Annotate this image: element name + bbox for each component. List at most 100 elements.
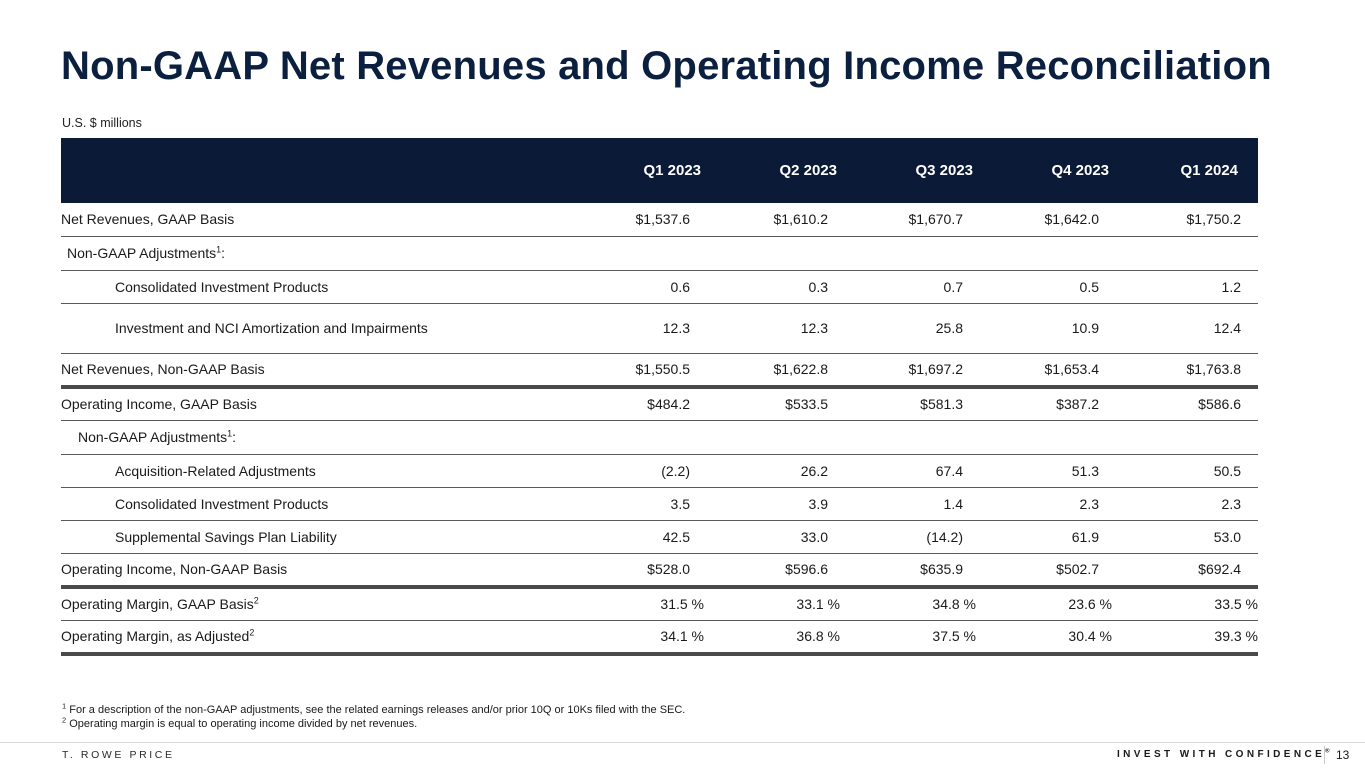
table-header-row: Q1 2023 Q2 2023 Q3 2023 Q4 2023 Q1 2024 xyxy=(61,138,1258,203)
page-title: Non-GAAP Net Revenues and Operating Inco… xyxy=(61,44,1272,88)
cell-value: 51.3 xyxy=(976,454,1112,488)
cell-value: $1,622.8 xyxy=(704,353,840,389)
cell-value: $581.3 xyxy=(840,387,976,421)
cell-value: 0.5 xyxy=(976,270,1112,304)
row-label-text: Operating Margin, as Adjusted xyxy=(61,628,250,645)
row-label: Investment and NCI Amortization and Impa… xyxy=(61,303,567,354)
cell-value: 33.5 % xyxy=(1112,587,1258,621)
cell-value: 12.4 xyxy=(1112,303,1258,354)
reconciliation-table: Q1 2023 Q2 2023 Q3 2023 Q4 2023 Q1 2024 … xyxy=(61,138,1258,656)
page-number-divider xyxy=(1324,746,1325,764)
table-row: Non-GAAP Adjustments1: xyxy=(61,236,1258,271)
brand-logo-text: T. ROWE PRICE xyxy=(62,749,175,761)
cell-value: 50.5 xyxy=(1112,454,1258,488)
cell-value: 31.5 % xyxy=(567,587,704,621)
cell-value: 33.1 % xyxy=(704,587,840,621)
footnote-ref: 1 xyxy=(216,244,222,255)
cell-value xyxy=(567,420,704,455)
row-label: Supplemental Savings Plan Liability xyxy=(61,520,567,554)
table-row: Consolidated Investment Products 3.5 3.9… xyxy=(61,487,1258,521)
row-label-suffix: : xyxy=(232,429,237,445)
column-header: Q1 2024 xyxy=(1180,162,1238,179)
cell-value: 0.6 xyxy=(567,270,704,304)
cell-value xyxy=(1112,236,1258,271)
cell-value: 1.4 xyxy=(840,487,976,521)
cell-value: 36.8 % xyxy=(704,620,840,656)
column-header: Q4 2023 xyxy=(1051,162,1109,179)
footnote-text: For a description of the non-GAAP adjust… xyxy=(69,704,686,716)
table-row: Consolidated Investment Products 0.6 0.3… xyxy=(61,270,1258,304)
cell-value: $1,670.7 xyxy=(840,203,976,237)
cell-value: 37.5 % xyxy=(840,620,976,656)
tagline-text: INVEST WITH CONFIDENCE xyxy=(1117,749,1326,760)
cell-value: 3.5 xyxy=(567,487,704,521)
cell-value: $1,550.5 xyxy=(567,353,704,389)
table-row: Non-GAAP Adjustments1: xyxy=(61,420,1258,455)
row-label: Consolidated Investment Products xyxy=(61,487,567,521)
row-label: Acquisition-Related Adjustments xyxy=(61,454,567,488)
units-label: U.S. $ millions xyxy=(62,116,142,130)
footnote-ref: 1 xyxy=(227,428,233,439)
footnote: 2 Operating margin is equal to operating… xyxy=(62,715,685,731)
footnote-ref: 2 xyxy=(249,627,255,638)
cell-value: 34.8 % xyxy=(840,587,976,621)
cell-value: $586.6 xyxy=(1112,387,1258,421)
row-label-suffix: : xyxy=(221,245,226,261)
row-label: Net Revenues, Non-GAAP Basis xyxy=(61,353,567,389)
cell-value: $596.6 xyxy=(704,553,840,589)
row-label: Operating Income, GAAP Basis xyxy=(61,387,567,421)
table-row: Supplemental Savings Plan Liability 42.5… xyxy=(61,520,1258,554)
cell-value: $502.7 xyxy=(976,553,1112,589)
cell-value: 23.6 % xyxy=(976,587,1112,621)
cell-value xyxy=(1112,420,1258,455)
cell-value: $635.9 xyxy=(840,553,976,589)
cell-value xyxy=(976,420,1112,455)
cell-value: $484.2 xyxy=(567,387,704,421)
row-label-text: Operating Margin, GAAP Basis xyxy=(61,596,254,613)
footer-divider-line xyxy=(0,742,1365,743)
cell-value: 12.3 xyxy=(704,303,840,354)
cell-value: $1,697.2 xyxy=(840,353,976,389)
row-label: Non-GAAP Adjustments1: xyxy=(61,420,567,455)
table-row: Investment and NCI Amortization and Impa… xyxy=(61,303,1258,354)
tagline: INVEST WITH CONFIDENCE® xyxy=(1117,749,1330,760)
footnote-number: 2 xyxy=(62,715,67,725)
cell-value: $1,750.2 xyxy=(1112,203,1258,237)
cell-value: 2.3 xyxy=(976,487,1112,521)
cell-value: 42.5 xyxy=(567,520,704,554)
column-header: Q2 2023 xyxy=(779,162,837,179)
table-row: Net Revenues, Non-GAAP Basis $1,550.5 $1… xyxy=(61,353,1258,389)
table-row: Operating Margin, GAAP Basis2 31.5 % 33.… xyxy=(61,587,1258,621)
cell-value: $1,763.8 xyxy=(1112,353,1258,389)
row-label: Non-GAAP Adjustments1: xyxy=(61,236,567,271)
cell-value: $1,653.4 xyxy=(976,353,1112,389)
cell-value: 2.3 xyxy=(1112,487,1258,521)
cell-value: 67.4 xyxy=(840,454,976,488)
cell-value: $1,610.2 xyxy=(704,203,840,237)
cell-value xyxy=(704,420,840,455)
cell-value: (2.2) xyxy=(567,454,704,488)
cell-value: 53.0 xyxy=(1112,520,1258,554)
cell-value: 61.9 xyxy=(976,520,1112,554)
cell-value: 30.4 % xyxy=(976,620,1112,656)
cell-value: $528.0 xyxy=(567,553,704,589)
table-row: Net Revenues, GAAP Basis $1,537.6 $1,610… xyxy=(61,203,1258,237)
cell-value: 0.3 xyxy=(704,270,840,304)
cell-value: 0.7 xyxy=(840,270,976,304)
cell-value: $1,537.6 xyxy=(567,203,704,237)
row-label: Operating Income, Non-GAAP Basis xyxy=(61,553,567,589)
cell-value xyxy=(704,236,840,271)
cell-value xyxy=(840,420,976,455)
cell-value: $692.4 xyxy=(1112,553,1258,589)
registered-mark: ® xyxy=(1325,748,1330,755)
cell-value: $387.2 xyxy=(976,387,1112,421)
row-label: Operating Margin, as Adjusted2 xyxy=(61,620,567,656)
cell-value: 25.8 xyxy=(840,303,976,354)
column-header: Q1 2023 xyxy=(643,162,701,179)
row-label: Operating Margin, GAAP Basis2 xyxy=(61,587,567,621)
table-row: Operating Income, GAAP Basis $484.2 $533… xyxy=(61,387,1258,421)
cell-value: 39.3 % xyxy=(1112,620,1258,656)
cell-value: $1,642.0 xyxy=(976,203,1112,237)
footnote-number: 1 xyxy=(62,701,67,711)
row-label: Consolidated Investment Products xyxy=(61,270,567,304)
